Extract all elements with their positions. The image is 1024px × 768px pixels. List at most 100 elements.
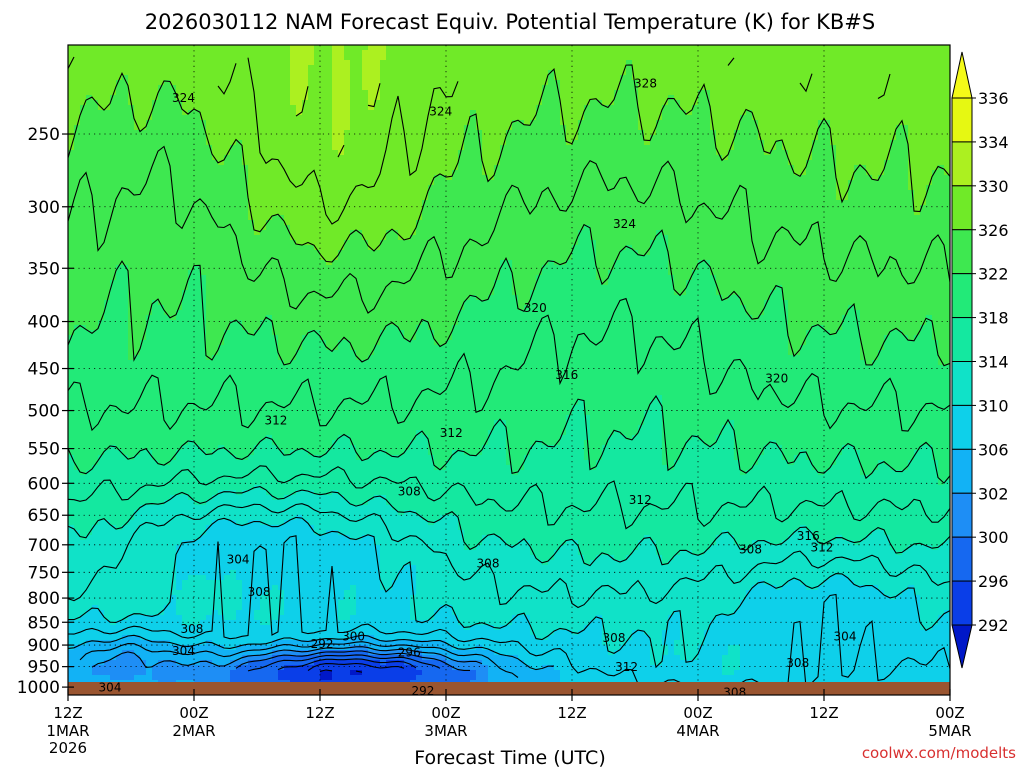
band-cell	[536, 110, 560, 116]
band-cell	[896, 595, 920, 601]
band-cell	[68, 45, 290, 51]
band-cell	[146, 660, 158, 666]
band-cell	[494, 425, 506, 431]
band-cell	[308, 80, 332, 86]
band-cell	[128, 295, 182, 301]
band-cell	[752, 315, 758, 321]
band-cell	[596, 250, 620, 256]
band-cell	[644, 630, 662, 636]
band-cell	[806, 330, 830, 336]
band-cell	[356, 605, 410, 611]
band-cell	[794, 165, 806, 171]
band-cell	[770, 290, 782, 296]
band-cell	[788, 305, 848, 311]
band-cell	[788, 300, 950, 306]
band-cell	[80, 615, 104, 621]
band-cell	[116, 445, 182, 451]
band-cell	[584, 440, 608, 446]
band-cell	[464, 530, 722, 536]
band-cell	[734, 440, 770, 446]
band-cell	[104, 450, 122, 456]
band-cell	[710, 270, 950, 276]
band-cell	[482, 135, 506, 141]
band-cell	[224, 645, 236, 651]
band-cell	[572, 140, 644, 146]
band-cell	[938, 355, 950, 361]
band-cell	[584, 225, 590, 231]
contour-label: 304	[227, 552, 250, 566]
band-cell	[452, 610, 674, 616]
band-cell	[152, 670, 230, 676]
band-cell	[932, 315, 950, 321]
band-cell	[224, 335, 278, 341]
band-cell	[218, 345, 278, 351]
band-cell	[68, 305, 104, 311]
band-cell	[614, 430, 620, 436]
band-cell	[584, 400, 650, 406]
band-cell	[74, 525, 92, 531]
band-cell	[290, 90, 308, 96]
band-cell	[566, 260, 596, 266]
band-cell	[74, 125, 134, 131]
band-cell	[686, 110, 692, 116]
band-cell	[128, 275, 188, 281]
colorbar-swatch	[951, 97, 973, 143]
band-cell	[848, 185, 908, 191]
band-cell	[338, 615, 350, 621]
band-cell	[332, 100, 350, 106]
band-cell	[248, 190, 428, 196]
band-cell	[920, 615, 938, 621]
band-cell	[68, 105, 80, 111]
band-cell	[770, 540, 782, 546]
band-cell	[716, 540, 734, 546]
band-cell	[338, 530, 464, 536]
band-cell	[68, 495, 170, 501]
band-cell	[362, 85, 380, 91]
band-cell	[242, 655, 272, 661]
band-cell	[614, 650, 650, 656]
band-cell	[146, 335, 206, 341]
band-cell	[404, 660, 446, 666]
band-cell	[326, 450, 356, 456]
colorbar-label: 322	[978, 265, 1009, 284]
band-cell	[662, 435, 692, 441]
band-cell	[692, 110, 710, 116]
band-cell	[452, 335, 788, 341]
band-cell	[776, 440, 950, 446]
band-cell	[416, 575, 830, 581]
band-cell	[716, 435, 734, 441]
band-cell	[530, 120, 560, 126]
band-cell	[368, 245, 380, 251]
band-cell	[272, 650, 320, 656]
band-cell	[434, 455, 452, 461]
band-cell	[494, 170, 794, 176]
band-cell	[524, 460, 590, 466]
band-cell	[206, 575, 224, 581]
band-cell	[506, 140, 566, 146]
band-cell	[662, 430, 722, 436]
band-cell	[254, 610, 284, 616]
band-cell	[230, 150, 242, 156]
band-cell	[596, 555, 614, 561]
band-cell	[140, 635, 350, 641]
band-cell	[170, 460, 434, 466]
contour-line	[68, 64, 950, 263]
band-cell	[188, 440, 194, 446]
band-cell	[926, 195, 950, 201]
band-cell	[770, 295, 782, 301]
band-cell	[206, 290, 494, 296]
band-cell	[296, 355, 356, 361]
band-cell	[92, 465, 434, 471]
band-cell	[320, 250, 338, 256]
band-cell	[242, 155, 458, 161]
band-cell	[392, 580, 416, 586]
band-cell	[668, 560, 950, 566]
band-cell	[548, 75, 554, 81]
band-cell	[506, 135, 566, 141]
band-cell	[626, 70, 632, 76]
band-cell	[356, 450, 374, 456]
band-cell	[410, 600, 740, 606]
band-cell	[908, 175, 932, 181]
band-cell	[458, 155, 482, 161]
band-cell	[326, 530, 338, 536]
